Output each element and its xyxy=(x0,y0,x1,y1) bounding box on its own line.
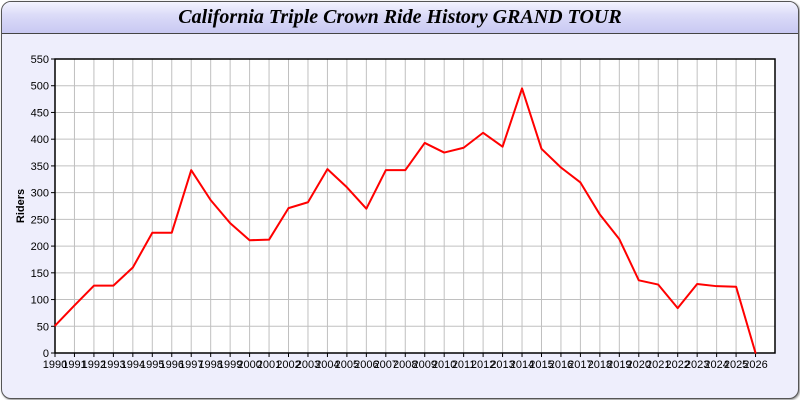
y-tick-label: 350 xyxy=(31,161,49,173)
x-tick-label: 2010 xyxy=(432,359,456,371)
x-tick-label: 2012 xyxy=(471,359,495,371)
y-tick-label: 150 xyxy=(31,268,49,280)
data-point xyxy=(423,142,426,144)
data-point xyxy=(560,166,562,169)
x-tick-label: 1990 xyxy=(43,359,67,371)
data-point xyxy=(754,352,757,354)
data-point xyxy=(73,304,76,307)
x-tick-label: 2008 xyxy=(393,359,417,371)
x-tick-label: 1997 xyxy=(179,359,203,371)
x-tick-label: 2021 xyxy=(646,359,670,371)
x-tick-label: 2005 xyxy=(335,359,359,371)
data-point xyxy=(385,169,387,171)
y-axis-label: Riders xyxy=(15,189,27,223)
data-point xyxy=(696,283,698,285)
x-tick-label: 1995 xyxy=(140,359,164,371)
x-tick-label: 2001 xyxy=(257,359,281,371)
x-tick-label: 2016 xyxy=(549,359,573,371)
data-point xyxy=(443,151,445,154)
data-point xyxy=(676,307,679,309)
y-tick-label: 450 xyxy=(31,107,49,119)
x-tick-label: 2002 xyxy=(276,359,300,371)
y-tick-label: 250 xyxy=(31,214,49,226)
data-point xyxy=(521,87,523,90)
x-tick-label: 2009 xyxy=(412,359,436,371)
x-tick-label: 2019 xyxy=(607,359,631,371)
x-tick-label: 2025 xyxy=(724,359,748,371)
data-point xyxy=(151,231,154,234)
title-bar: California Triple Crown Ride History GRA… xyxy=(2,2,798,34)
data-point xyxy=(248,239,251,242)
x-tick-label: 2004 xyxy=(315,359,339,371)
plot-border xyxy=(54,58,776,354)
data-point xyxy=(365,207,368,210)
x-tick-label: 2017 xyxy=(568,359,592,371)
data-point xyxy=(618,238,621,240)
data-point xyxy=(93,284,95,287)
data-point xyxy=(307,201,309,204)
data-point xyxy=(229,222,231,224)
data-point xyxy=(482,131,484,134)
x-tick-label: 2011 xyxy=(452,359,476,371)
x-tick-label: 1998 xyxy=(198,359,222,371)
x-tick-label: 2024 xyxy=(704,359,728,371)
data-point xyxy=(346,186,348,189)
data-point xyxy=(54,324,56,327)
y-tick-label: 200 xyxy=(31,241,49,253)
data-point xyxy=(599,213,601,216)
data-point xyxy=(579,181,582,184)
plot-area xyxy=(55,59,775,353)
data-point xyxy=(268,238,270,241)
data-point xyxy=(190,169,193,171)
data-point xyxy=(715,285,718,287)
x-tick-label: 1993 xyxy=(101,359,125,371)
data-point xyxy=(287,207,290,209)
x-tick-label: 1996 xyxy=(160,359,184,371)
x-tick-label: 2015 xyxy=(529,359,553,371)
y-tick-label: 50 xyxy=(37,321,49,333)
x-tick-label: 2013 xyxy=(490,359,514,371)
x-tick-label: 2026 xyxy=(743,359,767,371)
y-tick-label: 0 xyxy=(43,348,49,360)
x-tick-label: 2018 xyxy=(588,359,612,371)
x-tick-label: 1999 xyxy=(218,359,242,371)
x-tick-label: 1994 xyxy=(121,359,145,371)
data-point xyxy=(657,283,660,286)
y-tick-label: 400 xyxy=(31,134,49,146)
data-point xyxy=(501,145,504,148)
x-tick-label: 1992 xyxy=(82,359,106,371)
y-tick-label: 100 xyxy=(31,295,49,307)
data-point xyxy=(462,146,465,149)
x-tick-label: 2023 xyxy=(685,359,709,371)
x-tick-label: 2014 xyxy=(510,359,534,371)
x-tick-label: 2006 xyxy=(354,359,378,371)
y-tick-label: 300 xyxy=(31,188,49,200)
x-tick-label: 2020 xyxy=(627,359,651,371)
data-point xyxy=(540,148,543,150)
data-point xyxy=(112,284,115,287)
data-point xyxy=(637,279,640,282)
x-tick-label: 1991 xyxy=(62,359,86,371)
chart-title: California Triple Crown Ride History GRA… xyxy=(178,6,622,28)
data-point xyxy=(209,199,212,201)
x-tick-label: 2000 xyxy=(237,359,261,371)
y-tick-label: 550 xyxy=(31,54,49,66)
data-point xyxy=(132,266,134,269)
x-tick-label: 2003 xyxy=(296,359,320,371)
data-point xyxy=(404,169,407,171)
data-point xyxy=(735,285,737,288)
data-point xyxy=(326,168,329,170)
data-point xyxy=(170,231,173,234)
x-tick-label: 2022 xyxy=(665,359,689,371)
x-tick-label: 2007 xyxy=(374,359,398,371)
y-tick-label: 500 xyxy=(31,81,49,93)
